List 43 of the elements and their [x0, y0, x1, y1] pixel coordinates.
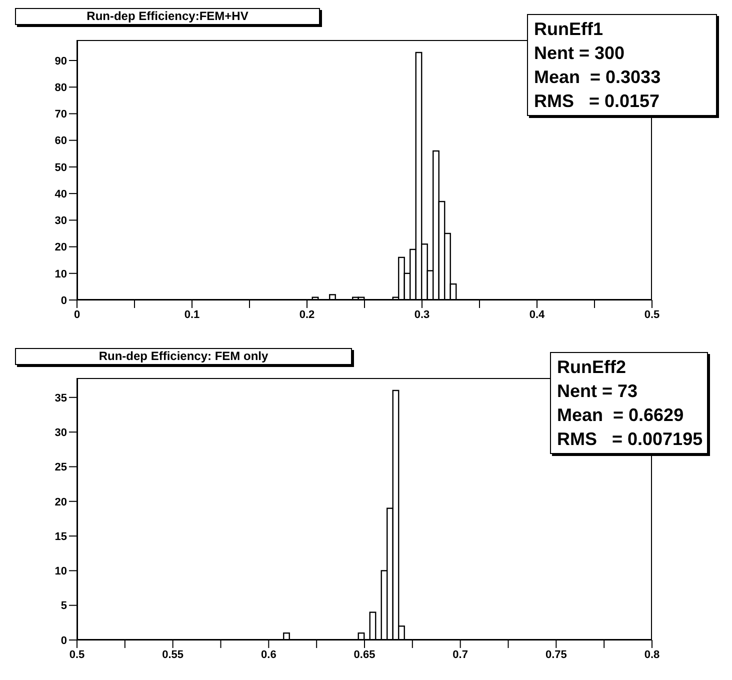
x-tick-label: 0.4	[529, 308, 546, 321]
y-tick-label: 60	[54, 135, 67, 148]
y-tick-label: 0	[60, 634, 67, 647]
x-tick-label: 0.7	[452, 648, 468, 661]
x-tick-label: 0.2	[299, 308, 315, 321]
x-tick-label: 0.8	[644, 648, 660, 661]
y-tick-label: 10	[54, 268, 67, 280]
annotation: Nent = 73	[557, 380, 639, 403]
y-tick-label: 5	[60, 600, 67, 612]
annotation: RMS = 0.007195	[557, 428, 703, 451]
annotation: Nent = 300	[534, 42, 626, 65]
x-tick-label: 0.5	[69, 648, 85, 661]
x-tick-label: 0.3	[414, 308, 430, 321]
y-tick-label: 70	[54, 108, 67, 121]
title-box: Run-dep Efficiency: FEM only	[15, 348, 352, 365]
y-tick-label: 90	[54, 55, 67, 68]
y-tick-label: 0	[60, 294, 67, 307]
y-tick-label: 10	[54, 566, 67, 578]
annotation: RMS = 0.0157	[534, 90, 661, 113]
x-tick-label: 0.6	[261, 648, 276, 661]
y-tick-label: 50	[54, 162, 67, 174]
y-tick-label: 25	[54, 462, 67, 474]
x-tick-label: 0.65	[354, 648, 376, 661]
y-tick-label: 80	[54, 82, 67, 94]
title-box: Run-dep Efficiency:FEM+HV	[15, 8, 320, 25]
x-tick-label: 0	[74, 308, 80, 321]
x-tick-label: 0.5	[644, 308, 660, 321]
y-tick-label: 20	[54, 242, 67, 254]
y-tick-label: 30	[54, 426, 67, 439]
y-tick-label: 15	[54, 530, 67, 543]
annotation: Mean = 0.3033	[534, 66, 662, 89]
x-tick-label: 0.55	[162, 648, 184, 661]
y-tick-label: 40	[54, 188, 67, 200]
x-tick-label: 0.1	[184, 308, 200, 321]
x-tick-label: 0.75	[545, 648, 567, 661]
y-tick-label: 35	[54, 392, 67, 404]
y-tick-label: 20	[54, 496, 67, 508]
stats-box: RunEff1 Nent = 300 Mean = 0.3033 RMS = 0.0157	[527, 14, 717, 116]
y-tick-label: 30	[54, 215, 67, 228]
annotation: Mean = 0.6629	[557, 404, 685, 427]
stats-box: RunEff2 Nent = 73 Mean = 0.6629 RMS = 0.007195	[550, 352, 708, 454]
chart-title: Run-dep Efficiency: FEM only	[98, 349, 268, 363]
chart-title: Run-dep Efficiency:FEM+HV	[86, 9, 248, 23]
